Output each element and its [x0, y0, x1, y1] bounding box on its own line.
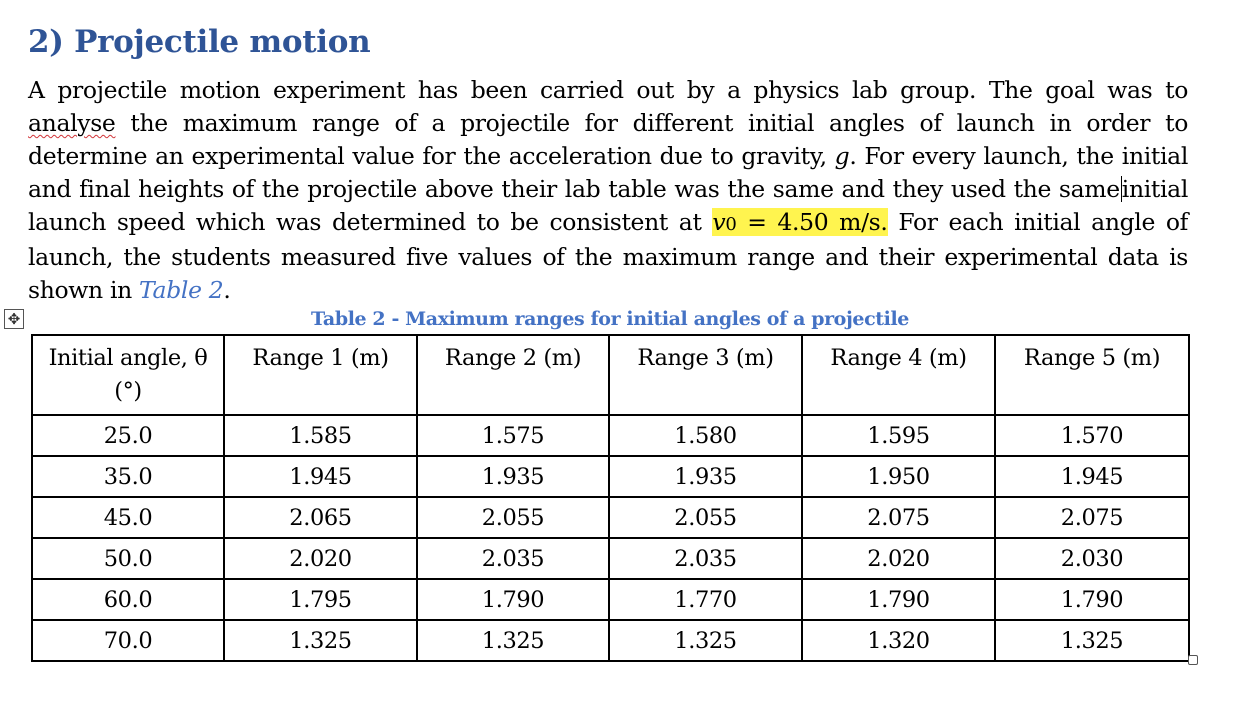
table-cell[interactable]: 1.945 — [223, 455, 418, 498]
column-header[interactable]: Range 5 (m) — [994, 334, 1190, 416]
table-cell[interactable]: 2.020 — [223, 537, 418, 580]
v0-value: = 4.50 m/s. — [736, 208, 888, 236]
table-cell[interactable]: 50.0 — [31, 537, 225, 580]
data-table[interactable]: Initial angle, θ (°) Range 1 (m) Range 2… — [31, 334, 1190, 662]
column-header[interactable]: Range 1 (m) — [223, 334, 418, 416]
table-row: 45.0 2.065 2.055 2.055 2.075 2.075 — [31, 496, 1190, 539]
table-cell[interactable]: 1.325 — [608, 619, 803, 662]
highlighted-speed: v0 = 4.50 m/s. — [712, 208, 888, 236]
paragraph-text: A projectile motion experiment has been … — [28, 76, 1188, 104]
table-cell[interactable]: 35.0 — [31, 455, 225, 498]
table-row: 25.0 1.585 1.575 1.580 1.595 1.570 — [31, 414, 1190, 457]
body-paragraph[interactable]: A projectile motion experiment has been … — [28, 74, 1188, 307]
table-cell[interactable]: 2.035 — [416, 537, 610, 580]
paragraph-text: . — [223, 276, 231, 304]
table-cell[interactable]: 1.320 — [801, 619, 996, 662]
paragraph-text: For each initial angle of launch, the st… — [28, 208, 1188, 304]
paragraph-text: initial launch speed which was determine… — [28, 175, 1188, 236]
table-cell[interactable]: 2.035 — [608, 537, 803, 580]
table-row: 60.0 1.795 1.790 1.770 1.790 1.790 — [31, 578, 1190, 621]
table-cell[interactable]: 1.795 — [223, 578, 418, 621]
table-cell[interactable]: 1.595 — [801, 414, 996, 457]
table-cell[interactable]: 70.0 — [31, 619, 225, 662]
paragraph-text: . For every launch, the initial and fina… — [28, 142, 1188, 203]
table-cell[interactable]: 2.020 — [801, 537, 996, 580]
move-glyph: ✥ — [7, 309, 21, 328]
table-cell[interactable]: 1.935 — [608, 455, 803, 498]
spellcheck-flagged-word[interactable]: analyse — [28, 109, 116, 137]
table-cell[interactable]: 2.075 — [994, 496, 1190, 539]
table-cell[interactable]: 1.570 — [994, 414, 1190, 457]
table-row: 50.0 2.020 2.035 2.035 2.020 2.030 — [31, 537, 1190, 580]
table-cell[interactable]: 1.325 — [223, 619, 418, 662]
table-cell[interactable]: 25.0 — [31, 414, 225, 457]
table-cell[interactable]: 1.585 — [223, 414, 418, 457]
column-header[interactable]: Range 2 (m) — [416, 334, 610, 416]
gravity-symbol: g — [834, 142, 850, 170]
table-cell[interactable]: 1.325 — [994, 619, 1190, 662]
v0-symbol: v — [712, 208, 726, 236]
table-cell[interactable]: 2.055 — [608, 496, 803, 539]
table-cell[interactable]: 1.580 — [608, 414, 803, 457]
column-header[interactable]: Initial angle, θ (°) — [31, 334, 225, 416]
table-reference-link[interactable]: Table 2 — [139, 276, 224, 304]
table-cell[interactable]: 2.075 — [801, 496, 996, 539]
text-cursor — [1120, 176, 1122, 202]
section-heading: 2) Projectile motion — [28, 24, 371, 60]
table-cell[interactable]: 60.0 — [31, 578, 225, 621]
table-cell[interactable]: 1.790 — [994, 578, 1190, 621]
table-cell[interactable]: 1.950 — [801, 455, 996, 498]
table-cell[interactable]: 1.945 — [994, 455, 1190, 498]
table-cell[interactable]: 1.575 — [416, 414, 610, 457]
table-row: 35.0 1.945 1.935 1.935 1.950 1.945 — [31, 455, 1190, 498]
table-cell[interactable]: 1.325 — [416, 619, 610, 662]
table-cell[interactable]: 2.065 — [223, 496, 418, 539]
table-cell[interactable]: 45.0 — [31, 496, 225, 539]
paragraph-text: the maximum range of a projectile for di… — [28, 109, 1188, 170]
table-cell[interactable]: 1.790 — [801, 578, 996, 621]
resize-icon[interactable] — [1188, 655, 1198, 665]
table-cell[interactable]: 1.935 — [416, 455, 610, 498]
table-cell[interactable]: 1.790 — [416, 578, 610, 621]
column-header[interactable]: Range 4 (m) — [801, 334, 996, 416]
table-cell[interactable]: 2.055 — [416, 496, 610, 539]
v0-subscript: 0 — [725, 214, 737, 235]
move-icon[interactable]: ✥ — [4, 309, 24, 329]
table-caption: Table 2 - Maximum ranges for initial ang… — [311, 308, 909, 330]
table-row: 70.0 1.325 1.325 1.325 1.320 1.325 — [31, 619, 1190, 662]
table-cell[interactable]: 1.770 — [608, 578, 803, 621]
table-cell[interactable]: 2.030 — [994, 537, 1190, 580]
table-header-row: Initial angle, θ (°) Range 1 (m) Range 2… — [31, 334, 1190, 416]
column-header[interactable]: Range 3 (m) — [608, 334, 803, 416]
